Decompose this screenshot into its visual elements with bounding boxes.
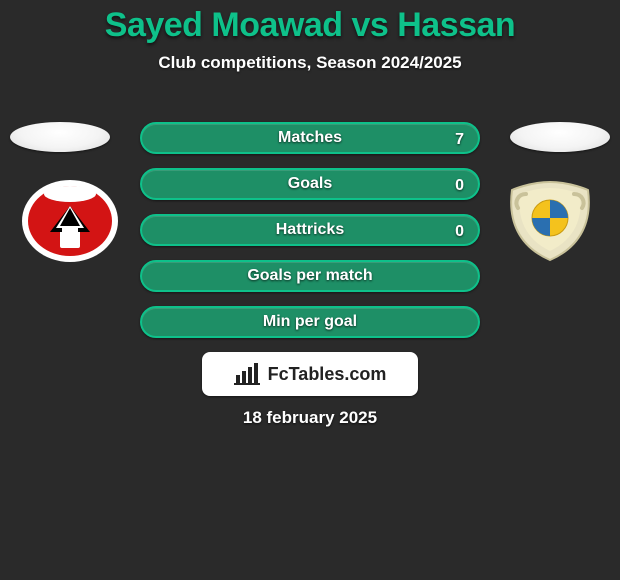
al-ahly-icon (20, 178, 120, 264)
stat-value-right: 0 (455, 170, 464, 202)
stat-row-goals: Goals 0 (140, 168, 480, 200)
stat-row-min-per-goal: Min per goal (140, 306, 480, 338)
stat-label: Hattricks (276, 221, 344, 239)
stat-label: Goals (288, 175, 332, 193)
stat-row-hattricks: Hattricks 0 (140, 214, 480, 246)
stats-list: Matches 7 Goals 0 Hattricks 0 Goals per … (140, 122, 480, 352)
stat-row-goals-per-match: Goals per match (140, 260, 480, 292)
stat-value-right: 7 (455, 124, 464, 156)
comparison-card: Sayed Moawad vs Hassan Club competitions… (0, 0, 620, 580)
stat-label: Matches (278, 129, 342, 147)
player-silhouette-right (510, 122, 610, 152)
club-logo-left (20, 178, 120, 264)
club-logo-right (500, 178, 600, 264)
stat-label: Min per goal (263, 313, 357, 331)
stat-row-matches: Matches 7 (140, 122, 480, 154)
stat-label: Goals per match (247, 267, 372, 285)
date-label: 18 february 2025 (0, 408, 620, 428)
player-silhouette-left (10, 122, 110, 152)
ismaily-icon (500, 178, 600, 264)
bar-chart-icon (234, 363, 262, 385)
stat-value-right: 0 (455, 216, 464, 248)
page-title: Sayed Moawad vs Hassan (0, 0, 620, 45)
brand-badge: FcTables.com (202, 352, 418, 396)
subtitle: Club competitions, Season 2024/2025 (0, 53, 620, 73)
brand-text: FcTables.com (268, 364, 387, 385)
